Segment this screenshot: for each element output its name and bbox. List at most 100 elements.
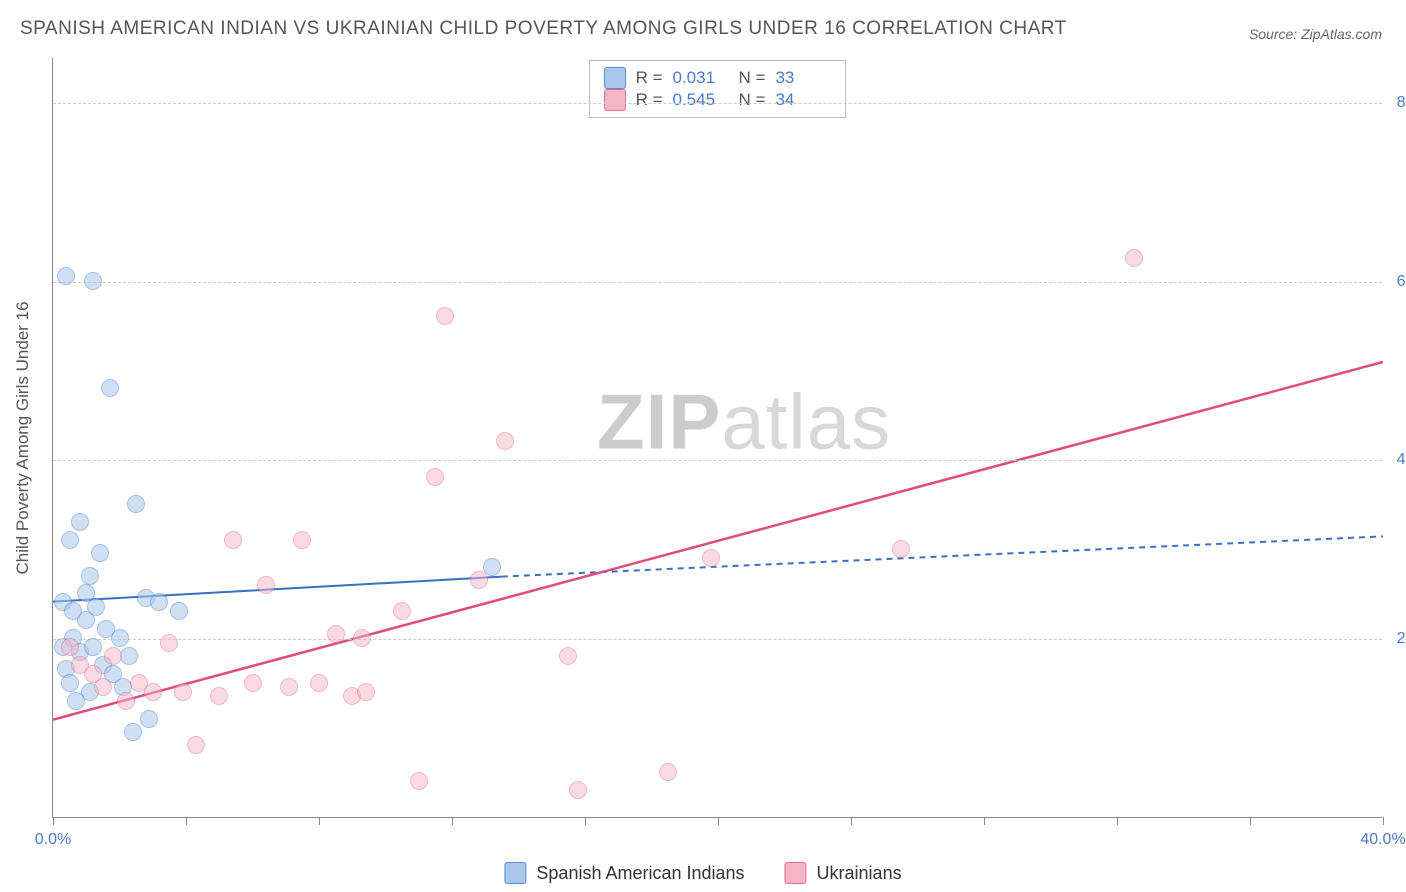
scatter-point-ukr (892, 540, 910, 558)
scatter-point-ukr (104, 647, 122, 665)
scatter-point-ukr (410, 772, 428, 790)
scatter-point-sai (140, 710, 158, 728)
bottom-legend-item: Ukrainians (785, 862, 902, 884)
scatter-point-sai (64, 602, 82, 620)
scatter-point-sai (170, 602, 188, 620)
scatter-point-sai (150, 593, 168, 611)
legend-correlation: R = 0.031 N = 33 R = 0.545 N = 34 (589, 60, 847, 118)
x-tick (984, 817, 985, 825)
scatter-point-sai (101, 379, 119, 397)
scatter-point-ukr (393, 602, 411, 620)
legend-r-label: R = (636, 90, 663, 110)
gridline-h (53, 103, 1382, 104)
legend-swatch (785, 862, 807, 884)
scatter-point-ukr (293, 531, 311, 549)
gridline-h (53, 282, 1382, 283)
scatter-point-sai (81, 567, 99, 585)
scatter-point-sai (483, 558, 501, 576)
x-tick (1383, 817, 1384, 825)
scatter-point-ukr (327, 625, 345, 643)
gridline-h (53, 460, 1382, 461)
scatter-point-ukr (470, 571, 488, 589)
x-tick (1250, 817, 1251, 825)
trend-line (53, 577, 502, 602)
x-tick (1117, 817, 1118, 825)
plot-region: Child Poverty Among Girls Under 16 ZIPat… (52, 58, 1382, 818)
legend-n-label: N = (739, 90, 766, 110)
scatter-point-sai (127, 495, 145, 513)
x-tick (585, 817, 586, 825)
scatter-point-ukr (244, 674, 262, 692)
y-tick-label: 60.0% (1397, 273, 1406, 291)
scatter-point-ukr (224, 531, 242, 549)
legend-swatch (604, 89, 626, 111)
watermark: ZIPatlas (597, 377, 891, 468)
x-tick-label: 40.0% (1360, 831, 1405, 849)
scatter-point-sai (61, 531, 79, 549)
scatter-point-sai (91, 544, 109, 562)
legend-r-value: 0.545 (673, 90, 729, 110)
legend-swatch (604, 67, 626, 89)
gridline-h (53, 639, 1382, 640)
legend-n-label: N = (739, 68, 766, 88)
y-tick-label: 80.0% (1397, 94, 1406, 112)
scatter-point-ukr (144, 683, 162, 701)
legend-n-value: 33 (775, 68, 831, 88)
x-tick (718, 817, 719, 825)
scatter-point-ukr (174, 683, 192, 701)
source-attribution: Source: ZipAtlas.com (1249, 26, 1382, 42)
scatter-point-sai (87, 598, 105, 616)
x-tick-label: 0.0% (35, 831, 71, 849)
scatter-point-ukr (436, 307, 454, 325)
scatter-point-ukr (496, 432, 514, 450)
scatter-point-ukr (210, 687, 228, 705)
scatter-point-sai (61, 674, 79, 692)
scatter-point-ukr (659, 763, 677, 781)
scatter-point-sai (111, 629, 129, 647)
legend-rn-row: R = 0.545 N = 34 (604, 89, 832, 111)
x-tick (319, 817, 320, 825)
scatter-point-ukr (310, 674, 328, 692)
legend-swatch (504, 862, 526, 884)
scatter-point-ukr (569, 781, 587, 799)
scatter-point-ukr (357, 683, 375, 701)
legend-rn-row: R = 0.031 N = 33 (604, 67, 832, 89)
scatter-point-sai (84, 638, 102, 656)
watermark-rest: atlas (721, 378, 891, 466)
scatter-point-sai (71, 513, 89, 531)
scatter-point-sai (57, 267, 75, 285)
x-tick (53, 817, 54, 825)
scatter-point-ukr (160, 634, 178, 652)
scatter-point-sai (84, 272, 102, 290)
legend-n-value: 34 (775, 90, 831, 110)
bottom-legend: Spanish American Indians Ukrainians (504, 862, 901, 884)
scatter-point-ukr (426, 468, 444, 486)
y-axis-label: Child Poverty Among Girls Under 16 (13, 301, 33, 574)
y-tick-label: 40.0% (1397, 451, 1406, 469)
scatter-point-ukr (559, 647, 577, 665)
scatter-point-ukr (187, 736, 205, 754)
scatter-point-ukr (61, 638, 79, 656)
bottom-legend-label: Spanish American Indians (536, 863, 744, 884)
watermark-bold: ZIP (597, 378, 721, 466)
x-tick (186, 817, 187, 825)
trend-line (502, 536, 1383, 576)
scatter-point-ukr (280, 678, 298, 696)
x-tick (452, 817, 453, 825)
trend-line (53, 362, 1383, 720)
scatter-point-ukr (257, 576, 275, 594)
scatter-point-ukr (353, 629, 371, 647)
trend-lines (53, 58, 1383, 818)
bottom-legend-item: Spanish American Indians (504, 862, 744, 884)
scatter-point-ukr (94, 678, 112, 696)
legend-r-label: R = (636, 68, 663, 88)
chart-title: SPANISH AMERICAN INDIAN VS UKRAINIAN CHI… (20, 18, 1067, 40)
scatter-point-ukr (702, 549, 720, 567)
chart-area: Child Poverty Among Girls Under 16 ZIPat… (52, 58, 1382, 818)
legend-r-value: 0.031 (673, 68, 729, 88)
scatter-point-sai (124, 723, 142, 741)
x-tick (851, 817, 852, 825)
scatter-point-sai (120, 647, 138, 665)
bottom-legend-label: Ukrainians (817, 863, 902, 884)
scatter-point-ukr (117, 692, 135, 710)
